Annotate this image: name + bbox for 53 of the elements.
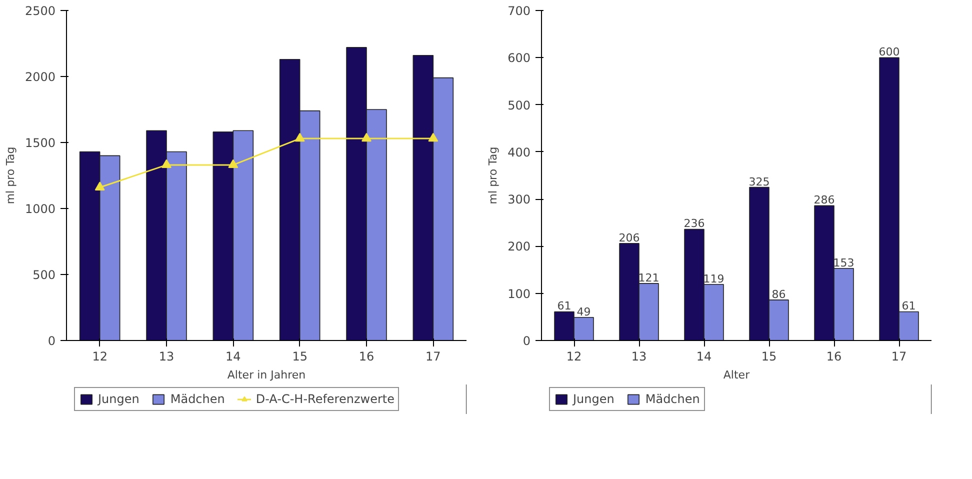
y-tick-label: 500 bbox=[32, 268, 56, 282]
data-label: 236 bbox=[684, 217, 705, 230]
x-tick-label: 16 bbox=[358, 350, 374, 364]
point bbox=[294, 132, 305, 142]
x-tick-label: 17 bbox=[891, 350, 907, 364]
x-tick-label: 14 bbox=[226, 350, 241, 364]
data-label: 61 bbox=[902, 300, 916, 313]
x-tick-label: 16 bbox=[826, 350, 842, 364]
legend-label: Jungen bbox=[573, 392, 614, 406]
y-tick-label: 200 bbox=[508, 240, 530, 254]
data-label: 286 bbox=[814, 194, 835, 207]
legend-label: Mädchen bbox=[645, 392, 700, 406]
point bbox=[362, 132, 372, 142]
x-tick-label: 13 bbox=[631, 350, 647, 364]
data-label: 86 bbox=[772, 288, 786, 301]
data-label: 119 bbox=[703, 272, 724, 286]
legend-label: D-A-C-H-Referenzwerte bbox=[256, 392, 394, 406]
data-label: 61 bbox=[557, 300, 572, 313]
point bbox=[228, 159, 238, 168]
x-tick-label: 12 bbox=[566, 350, 582, 364]
y-axis-title: ml pro Tag bbox=[486, 146, 500, 204]
point bbox=[94, 182, 105, 190]
data-label: 121 bbox=[638, 271, 660, 284]
data-label: 49 bbox=[576, 305, 591, 318]
y-tick-label: 2500 bbox=[24, 4, 56, 18]
y-tick-label: 700 bbox=[508, 4, 530, 18]
x-tick-label: 12 bbox=[92, 350, 108, 364]
x-tick-label: 17 bbox=[426, 350, 441, 364]
legend-label: Jungen bbox=[98, 392, 140, 406]
y-tick-label: 100 bbox=[508, 286, 530, 301]
x-axis-title: Alter bbox=[723, 368, 750, 382]
x-axis-title: Alter in Jahren bbox=[227, 368, 306, 382]
y-tick-label: 600 bbox=[508, 51, 530, 66]
legend-label: Mädchen bbox=[170, 392, 225, 406]
y-axis-title: ml pro Tag bbox=[4, 146, 17, 204]
y-tick-label: 300 bbox=[508, 192, 530, 207]
y-tick-label: 0 bbox=[48, 334, 56, 348]
data-label: 206 bbox=[618, 231, 640, 244]
y-tick-label: 1000 bbox=[24, 202, 56, 216]
data-label: 153 bbox=[833, 256, 854, 270]
point bbox=[428, 132, 438, 142]
x-tick-label: 15 bbox=[761, 350, 777, 364]
x-tick-label: 15 bbox=[292, 350, 308, 364]
x-tick-label: 14 bbox=[696, 350, 712, 364]
y-tick-label: 0 bbox=[522, 334, 531, 348]
point bbox=[162, 159, 172, 168]
x-tick-label: 13 bbox=[158, 350, 174, 364]
y-tick-label: 500 bbox=[508, 98, 530, 112]
y-tick-label: 2000 bbox=[24, 70, 56, 84]
data-label: 325 bbox=[748, 175, 770, 188]
y-tick-label: 400 bbox=[508, 145, 530, 160]
data-label: 600 bbox=[878, 46, 900, 59]
y-tick-label: 1500 bbox=[24, 136, 56, 150]
